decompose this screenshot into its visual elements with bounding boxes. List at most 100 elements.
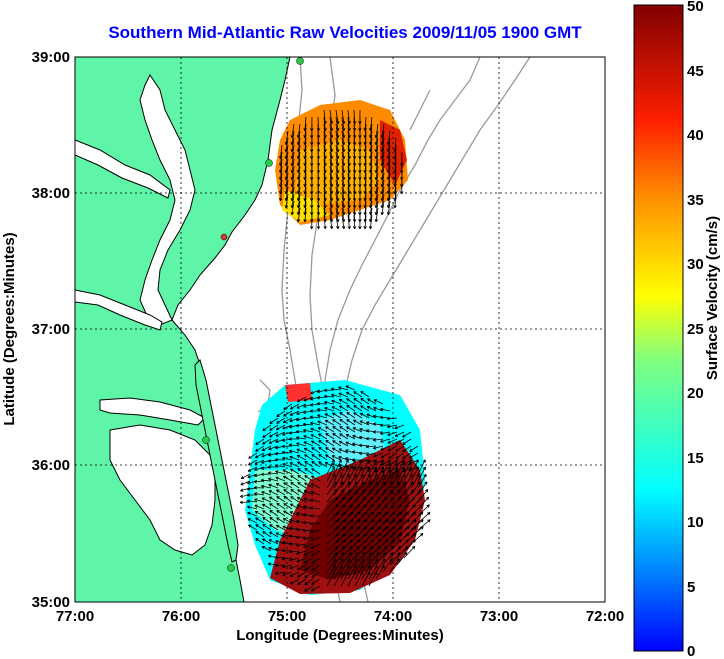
velocity-arrow: [368, 526, 382, 538]
velocity-arrow: [275, 470, 286, 475]
velocity-arrow: [382, 504, 395, 517]
colorbar-tick: 5: [687, 579, 695, 596]
velocity-arrow: [289, 511, 300, 517]
velocity-arrow: [354, 564, 364, 580]
velocity-arrow: [403, 519, 417, 531]
velocity-arrow: [275, 524, 286, 531]
velocity-arrow: [403, 526, 417, 538]
velocity-arrow: [310, 483, 321, 489]
velocity-arrow: [331, 399, 342, 405]
colorbar-tick: 20: [687, 385, 704, 402]
velocity-arrow: [297, 578, 307, 585]
colorbar-tick: 40: [687, 127, 704, 144]
velocity-arrow: [309, 522, 321, 526]
velocity-arrow: [340, 519, 354, 531]
velocity-arrow: [316, 408, 328, 412]
velocity-arrow: [281, 548, 293, 553]
x-tick: 75:00: [268, 608, 306, 625]
velocity-arrow: [283, 503, 293, 510]
velocity-arrow: [375, 558, 386, 573]
velocity-arrow: [297, 468, 307, 475]
map-frame: [74, 56, 606, 603]
velocity-arrow: [417, 511, 431, 524]
station-markers: [202, 57, 304, 572]
velocity-arrow: [278, 186, 283, 202]
velocity-arrow: [361, 526, 375, 538]
velocity-arrow: [261, 546, 272, 552]
velocity-arrow: [255, 530, 265, 538]
velocity-arrow: [323, 394, 335, 399]
velocity-arrow: [326, 526, 340, 538]
velocity-arrow: [333, 519, 347, 531]
velocity-arrow: [340, 539, 353, 552]
velocity-arrow: [303, 550, 314, 556]
velocity-arrow: [361, 564, 371, 580]
velocity-arrow: [340, 466, 349, 482]
velocity-arrow: [309, 506, 321, 510]
velocity-arrow: [255, 438, 265, 445]
velocity-arrow: [290, 496, 300, 503]
velocity-arrow: [310, 427, 321, 433]
y-tick: 39:00: [32, 49, 70, 66]
velocity-arrow: [326, 545, 339, 559]
velocity-arrow: [361, 511, 375, 524]
colorbar-label: Surface Velocity (cm/s): [704, 216, 721, 380]
velocity-arrow: [326, 564, 336, 580]
velocity-arrow: [282, 424, 293, 430]
velocity-arrow: [269, 509, 279, 517]
velocity-arrow: [339, 405, 349, 412]
velocity-arrow: [340, 473, 350, 489]
velocity-arrow: [326, 459, 335, 475]
velocity-arrow: [325, 454, 335, 461]
velocity-arrow: [403, 466, 412, 482]
velocity-arrow: [289, 503, 300, 510]
velocity-arrow: [295, 429, 307, 434]
velocity-arrow: [359, 412, 370, 419]
velocity-arrow: [361, 481, 372, 496]
velocity-arrow: [311, 468, 321, 475]
velocity-arrow: [333, 564, 343, 580]
velocity-arrow: [260, 484, 272, 489]
velocity-arrow: [309, 514, 321, 518]
velocity-arrow: [326, 539, 339, 552]
velocity-arrow: [360, 405, 370, 412]
velocity-arrow: [324, 462, 335, 468]
james-river: [75, 289, 163, 331]
velocity-arrow: [394, 431, 405, 437]
velocity-arrow: [340, 481, 351, 496]
velocity-arrow: [274, 457, 286, 462]
velocity-arrow: [417, 473, 427, 489]
velocity-arrow: [326, 552, 338, 566]
velocity-arrow: [389, 552, 401, 566]
velocity-arrow: [323, 214, 327, 230]
station-marker: [296, 57, 304, 65]
velocity-arrow: [387, 438, 398, 444]
velocity-arrow: [296, 442, 307, 447]
velocity-arrow: [382, 481, 393, 496]
velocity-arrow: [379, 407, 391, 412]
velocity-arrow: [373, 452, 384, 458]
velocity-arrow: [240, 473, 251, 479]
velocity-arrow: [340, 545, 353, 559]
velocity-arrow: [282, 417, 293, 423]
velocity-arrow: [255, 538, 265, 545]
velocity-arrow: [282, 463, 293, 468]
velocity-arrow: [368, 473, 378, 489]
velocity-arrow: [382, 539, 395, 552]
velocity-arrow: [352, 427, 363, 433]
velocity-arrow: [375, 564, 385, 580]
velocity-arrow: [311, 460, 321, 468]
velocity-arrow: [290, 475, 300, 482]
velocity-arrow: [296, 403, 307, 409]
velocity-arrow: [368, 466, 377, 482]
velocity-arrow: [347, 466, 356, 482]
velocity-arrow: [276, 417, 286, 424]
velocity-arrow: [375, 481, 386, 496]
velocity-arrow: [303, 490, 314, 496]
velocity-arrow: [374, 207, 379, 223]
velocity-arrow: [347, 473, 357, 489]
y-axis: 39:00 38:00 37:00 36:00 35:00 Latitude (…: [1, 49, 70, 611]
velocity-arrow: [310, 475, 321, 482]
velocity-arrow: [276, 496, 286, 503]
velocity-arrow: [386, 200, 391, 216]
